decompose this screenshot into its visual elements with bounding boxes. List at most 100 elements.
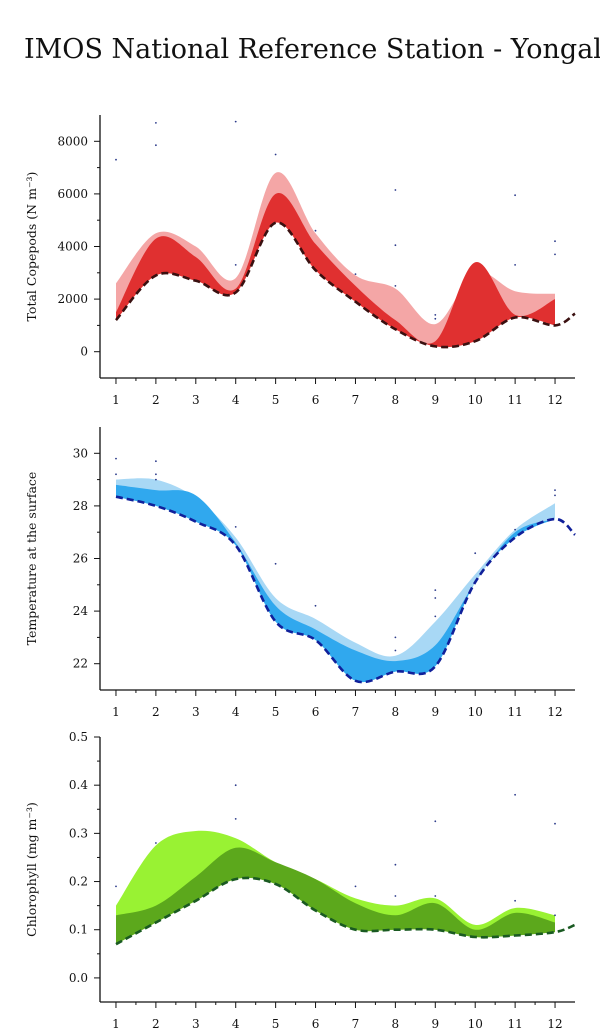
x-tick-label: 8 — [392, 705, 400, 719]
observation-point — [115, 158, 117, 161]
observation-point — [155, 842, 157, 844]
observation-point — [234, 526, 237, 528]
x-tick-label: 1 — [112, 705, 120, 719]
y-tick-label: 26 — [73, 552, 88, 566]
observation-point — [155, 122, 157, 124]
copepods-y-axis-title: Total Copepods (N m⁻³) — [24, 172, 39, 322]
observation-point — [394, 649, 397, 652]
chlorophyll-panel: 0.00.10.20.30.40.51 2 3 4 5 6 7 8 9 10 11 12Chlorop… — [24, 730, 576, 1031]
x-tick-label: 6 — [312, 393, 320, 407]
y-tick-label: 24 — [73, 604, 89, 618]
observation-point — [394, 636, 397, 639]
observation-point — [155, 144, 157, 147]
x-tick-label: 7 — [352, 705, 360, 719]
observation-point — [554, 494, 556, 497]
page-title: IMOS National Reference Station - Yongal… — [24, 34, 600, 65]
observation-point — [354, 273, 357, 275]
x-tick-label: 11 — [507, 1017, 522, 1031]
temperature-trend-line — [115, 495, 576, 684]
y-tick-label: 22 — [73, 657, 88, 671]
observation-point — [434, 615, 437, 618]
observation-point — [394, 895, 397, 897]
copepods-trend-line — [115, 221, 576, 349]
observation-point — [554, 253, 556, 256]
x-tick-label: 12 — [547, 705, 562, 719]
y-tick-label: 0.4 — [69, 778, 88, 792]
x-tick-label: 3 — [192, 705, 200, 719]
observation-point — [115, 885, 117, 888]
x-tick-label: 12 — [547, 1017, 562, 1031]
chlorophyll-y-axis-title: Chlorophyll (mg m⁻³) — [24, 802, 39, 937]
observation-point — [354, 885, 357, 888]
y-tick-label: 8000 — [57, 134, 88, 148]
observation-point — [274, 153, 277, 156]
observation-point — [514, 194, 516, 197]
observation-point — [234, 818, 237, 820]
x-tick-label: 5 — [272, 705, 280, 719]
x-tick-label: 9 — [431, 393, 439, 407]
observation-point — [474, 552, 477, 555]
x-tick-label: 9 — [431, 1017, 439, 1031]
observation-point — [434, 314, 437, 316]
observation-point — [514, 793, 516, 796]
observation-point — [514, 264, 516, 266]
observation-point — [514, 899, 516, 902]
x-tick-label: 5 — [272, 393, 280, 407]
temperature-y-axis-title: Temperature at the surface — [24, 472, 39, 646]
y-tick-label: 0.1 — [69, 923, 88, 937]
x-tick-label: 1 — [112, 393, 120, 407]
observation-point — [434, 597, 437, 599]
observation-point — [234, 120, 237, 123]
x-tick-label: 2 — [152, 393, 160, 407]
observation-point — [155, 460, 157, 463]
observation-point — [554, 822, 556, 825]
x-tick-label: 4 — [232, 393, 240, 407]
x-tick-label: 4 — [232, 705, 240, 719]
chlorophyll-dark-band — [116, 847, 555, 945]
x-tick-label: 3 — [192, 1017, 200, 1031]
observation-point — [115, 473, 117, 476]
x-tick-label: 11 — [507, 705, 522, 719]
observation-point — [155, 478, 157, 481]
y-tick-label: 0.2 — [69, 875, 88, 889]
x-tick-label: 12 — [547, 393, 562, 407]
observation-point — [554, 914, 556, 917]
observation-point — [514, 528, 516, 531]
y-tick-label: 0.3 — [69, 826, 88, 840]
x-tick-label: 8 — [392, 393, 400, 407]
y-tick-label: 28 — [73, 499, 88, 513]
observation-point — [554, 240, 556, 243]
x-tick-label: 10 — [468, 393, 483, 407]
x-tick-label: 11 — [507, 393, 522, 407]
x-tick-label: 6 — [312, 705, 320, 719]
y-tick-label: 2000 — [57, 292, 88, 306]
observation-point — [234, 264, 237, 266]
observation-point — [155, 473, 157, 476]
x-tick-label: 8 — [392, 1017, 400, 1031]
x-tick-label: 3 — [192, 393, 200, 407]
x-tick-label: 2 — [152, 1017, 160, 1031]
observation-point — [434, 820, 437, 823]
observation-point — [234, 784, 237, 787]
x-tick-label: 6 — [312, 1017, 320, 1031]
observation-point — [314, 229, 317, 232]
x-tick-label: 4 — [232, 1017, 240, 1031]
observation-point — [115, 457, 117, 460]
x-tick-label: 9 — [431, 705, 439, 719]
observation-point — [554, 489, 556, 491]
observation-point — [394, 189, 397, 191]
x-tick-label: 7 — [352, 1017, 360, 1031]
x-tick-label: 10 — [468, 705, 483, 719]
observation-point — [274, 562, 277, 565]
observation-point — [314, 604, 317, 607]
x-tick-label: 2 — [152, 705, 160, 719]
observation-point — [394, 863, 397, 866]
observation-point — [434, 589, 437, 591]
y-tick-label: 0 — [80, 345, 88, 359]
x-tick-label: 1 — [112, 1017, 120, 1031]
x-tick-label: 10 — [468, 1017, 483, 1031]
y-tick-label: 6000 — [57, 187, 88, 201]
observation-point — [394, 244, 397, 247]
